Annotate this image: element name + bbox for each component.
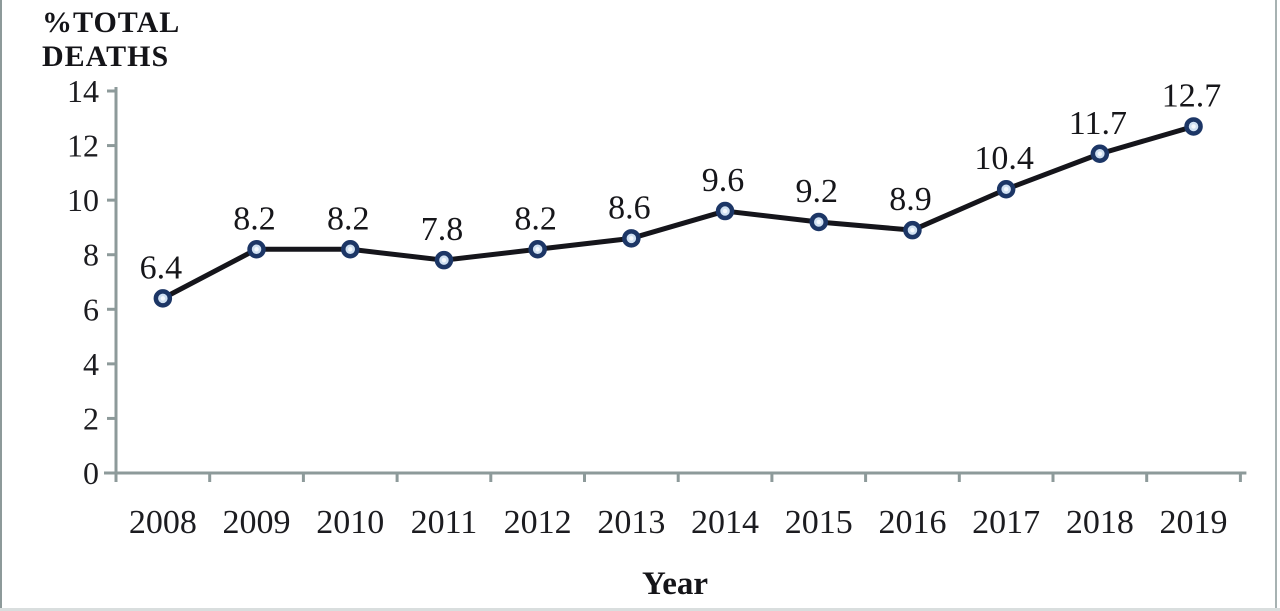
data-point-label: 9.6 bbox=[702, 162, 745, 199]
page-right-border bbox=[1275, 0, 1277, 611]
y-tick-label: 4 bbox=[83, 346, 99, 382]
data-point-label: 8.6 bbox=[608, 189, 651, 226]
data-point-center bbox=[254, 247, 259, 252]
page-left-border bbox=[0, 0, 2, 611]
data-point-center bbox=[1097, 151, 1103, 156]
x-tick-label: 2010 bbox=[316, 504, 384, 541]
y-tick-label: 6 bbox=[83, 291, 99, 327]
data-point-center bbox=[629, 236, 634, 241]
y-tick-label: 12 bbox=[67, 128, 99, 164]
x-axis-title: Year bbox=[642, 566, 708, 602]
data-point-label: 8.2 bbox=[514, 200, 557, 237]
y-axis-title: %TOTAL DEATHS bbox=[42, 6, 180, 74]
x-tick-label: 2016 bbox=[878, 504, 946, 541]
y-axis-title-line2: DEATHS bbox=[42, 40, 170, 73]
page-bottom-border bbox=[0, 608, 1280, 611]
data-point-center bbox=[910, 227, 915, 233]
data-point-label: 12.7 bbox=[1162, 77, 1222, 114]
x-tick-label: 2018 bbox=[1066, 504, 1134, 541]
data-point-center bbox=[160, 296, 166, 301]
data-line bbox=[160, 123, 1197, 301]
y-axis-title-line1: %TOTAL bbox=[42, 6, 181, 39]
data-point-label: 9.2 bbox=[796, 173, 839, 210]
y-tick-label: 10 bbox=[67, 182, 99, 218]
x-tick-label: 2017 bbox=[972, 504, 1040, 541]
data-point-center bbox=[535, 247, 540, 252]
data-point-center bbox=[441, 257, 447, 263]
x-tick-label: 2019 bbox=[1160, 504, 1228, 541]
data-point-label: 7.8 bbox=[421, 211, 464, 248]
data-point-label: 8.2 bbox=[327, 200, 370, 237]
x-tick-label: 2009 bbox=[223, 504, 291, 541]
x-tick-label: 2015 bbox=[785, 504, 853, 541]
data-point-label: 8.2 bbox=[233, 200, 276, 237]
y-tick-label: 14 bbox=[67, 73, 99, 109]
x-tick-label: 2008 bbox=[129, 504, 197, 541]
data-point-center bbox=[1003, 187, 1009, 192]
data-point-label: 8.9 bbox=[889, 181, 932, 218]
x-tick-label: 2014 bbox=[691, 504, 759, 541]
data-point-center bbox=[722, 208, 728, 214]
x-tick-label: 2012 bbox=[504, 504, 572, 541]
x-tick-label: 2011 bbox=[411, 504, 478, 541]
data-point-label: 11.7 bbox=[1069, 105, 1127, 142]
data-point-center bbox=[816, 219, 821, 225]
y-tick-label: 8 bbox=[83, 237, 99, 273]
data-point-label: 10.4 bbox=[974, 140, 1034, 177]
data-point-center bbox=[1191, 124, 1196, 129]
data-point-label: 6.4 bbox=[140, 249, 183, 286]
y-tick-label: 0 bbox=[83, 455, 99, 491]
y-tick-label: 2 bbox=[83, 400, 99, 436]
x-tick-label: 2013 bbox=[597, 504, 665, 541]
data-point-center bbox=[348, 247, 353, 252]
